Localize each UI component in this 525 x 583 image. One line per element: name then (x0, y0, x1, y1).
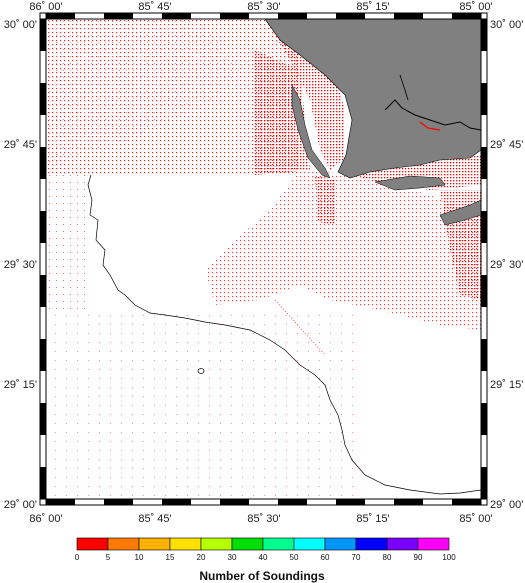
colorbar-tick-label: 60 (321, 553, 330, 562)
land-mass (264, 19, 481, 179)
colorbar-tick-label: 30 (228, 553, 237, 562)
colorbar-swatch (76, 537, 109, 551)
lon-label-bottom-85-45: 85˚ 45' (138, 513, 171, 525)
lon-label-top-85-45: 85˚ 45' (138, 1, 171, 13)
colorbar-tick-label: 0 (75, 553, 80, 562)
frame-bottom (45, 498, 482, 506)
lat-label-right-29-30: 29˚ 30' (490, 259, 523, 271)
colorbar-tick-label: 20 (197, 553, 206, 562)
lat-label-left-30-00: 30˚ 00' (4, 19, 37, 31)
soundings-cape-dense (315, 175, 335, 225)
coastline (87, 174, 481, 495)
colorbar-tick-label: 80 (383, 553, 392, 562)
lat-label-left-29-15: 29˚ 15' (4, 379, 37, 391)
lat-label-right-30-00: 30˚ 00' (490, 19, 523, 31)
colorbar-swatch (417, 537, 450, 551)
river-channel (384, 99, 481, 131)
map-border (39, 12, 488, 506)
soundings-offshore-fan (205, 170, 481, 330)
lat-label-left-29-30: 29˚ 30' (4, 259, 37, 271)
colorbar-swatch (293, 537, 326, 551)
colorbar-swatch (138, 537, 171, 551)
soundings-bay-strip (255, 50, 310, 175)
colorbar-swatch (200, 537, 233, 551)
barrier-island (374, 175, 446, 191)
colorbar-swatch (107, 537, 140, 551)
lon-label-top-85-00: 85˚ 00' (459, 1, 492, 13)
st-joseph-peninsula (291, 84, 331, 179)
lon-label-bottom-85-00: 85˚ 00' (459, 513, 492, 525)
colorbar-swatch (386, 537, 419, 551)
lon-label-bottom-85-30: 85˚ 30' (247, 513, 280, 525)
colorbar-tick-label: 40 (259, 553, 268, 562)
river-branch (399, 74, 409, 101)
lon-label-top-85-30: 85˚ 30' (247, 1, 280, 13)
colorbar: 0 5 10 15 20 30 40 50 60 70 80 90 100 (75, 537, 456, 562)
lat-label-right-29-00: 29˚ 00' (490, 499, 523, 511)
lat-label-left-29-45: 29˚ 45' (4, 139, 37, 151)
lon-label-top-85-15: 85˚ 15' (356, 1, 389, 13)
colorbar-tick-label: 50 (290, 553, 299, 562)
lon-label-bottom-86-00: 86˚ 00' (29, 513, 62, 525)
lat-label-left-29-00: 29˚ 00' (4, 499, 37, 511)
colorbar-tick-label: 15 (166, 553, 175, 562)
colorbar-swatch (355, 537, 388, 551)
island-marker (197, 368, 205, 374)
frame-right (480, 18, 488, 500)
lat-label-right-29-45: 29˚ 45' (490, 139, 523, 151)
lat-label-right-29-15: 29˚ 15' (490, 379, 523, 391)
dog-island (439, 199, 481, 226)
frame-left (39, 18, 47, 500)
colorbar-tick-label: 90 (414, 553, 423, 562)
soundings-apalachicola-bay (335, 155, 481, 190)
colorbar-tick-label: 70 (352, 553, 361, 562)
soundings-northwest-overlay (46, 19, 240, 165)
sounding-trackline (274, 299, 326, 356)
colorbar-swatch (231, 537, 264, 551)
colorbar-swatch (169, 537, 202, 551)
colorbar-tick-label: 10 (135, 553, 144, 562)
river-soundings (419, 121, 441, 131)
colorbar-title: Number of Soundings (199, 569, 325, 583)
colorbar-tick-label: 5 (106, 553, 111, 562)
sparse-soundings-west (46, 175, 91, 315)
lon-label-top-86-00: 86˚ 00' (29, 1, 62, 13)
frame-top (45, 12, 482, 20)
sparse-soundings-south (46, 310, 356, 499)
colorbar-swatch (262, 537, 295, 551)
colorbar-swatch (324, 537, 357, 551)
colorbar-tick-label: 100 (442, 553, 456, 562)
lon-label-bottom-85-15: 85˚ 15' (356, 513, 389, 525)
